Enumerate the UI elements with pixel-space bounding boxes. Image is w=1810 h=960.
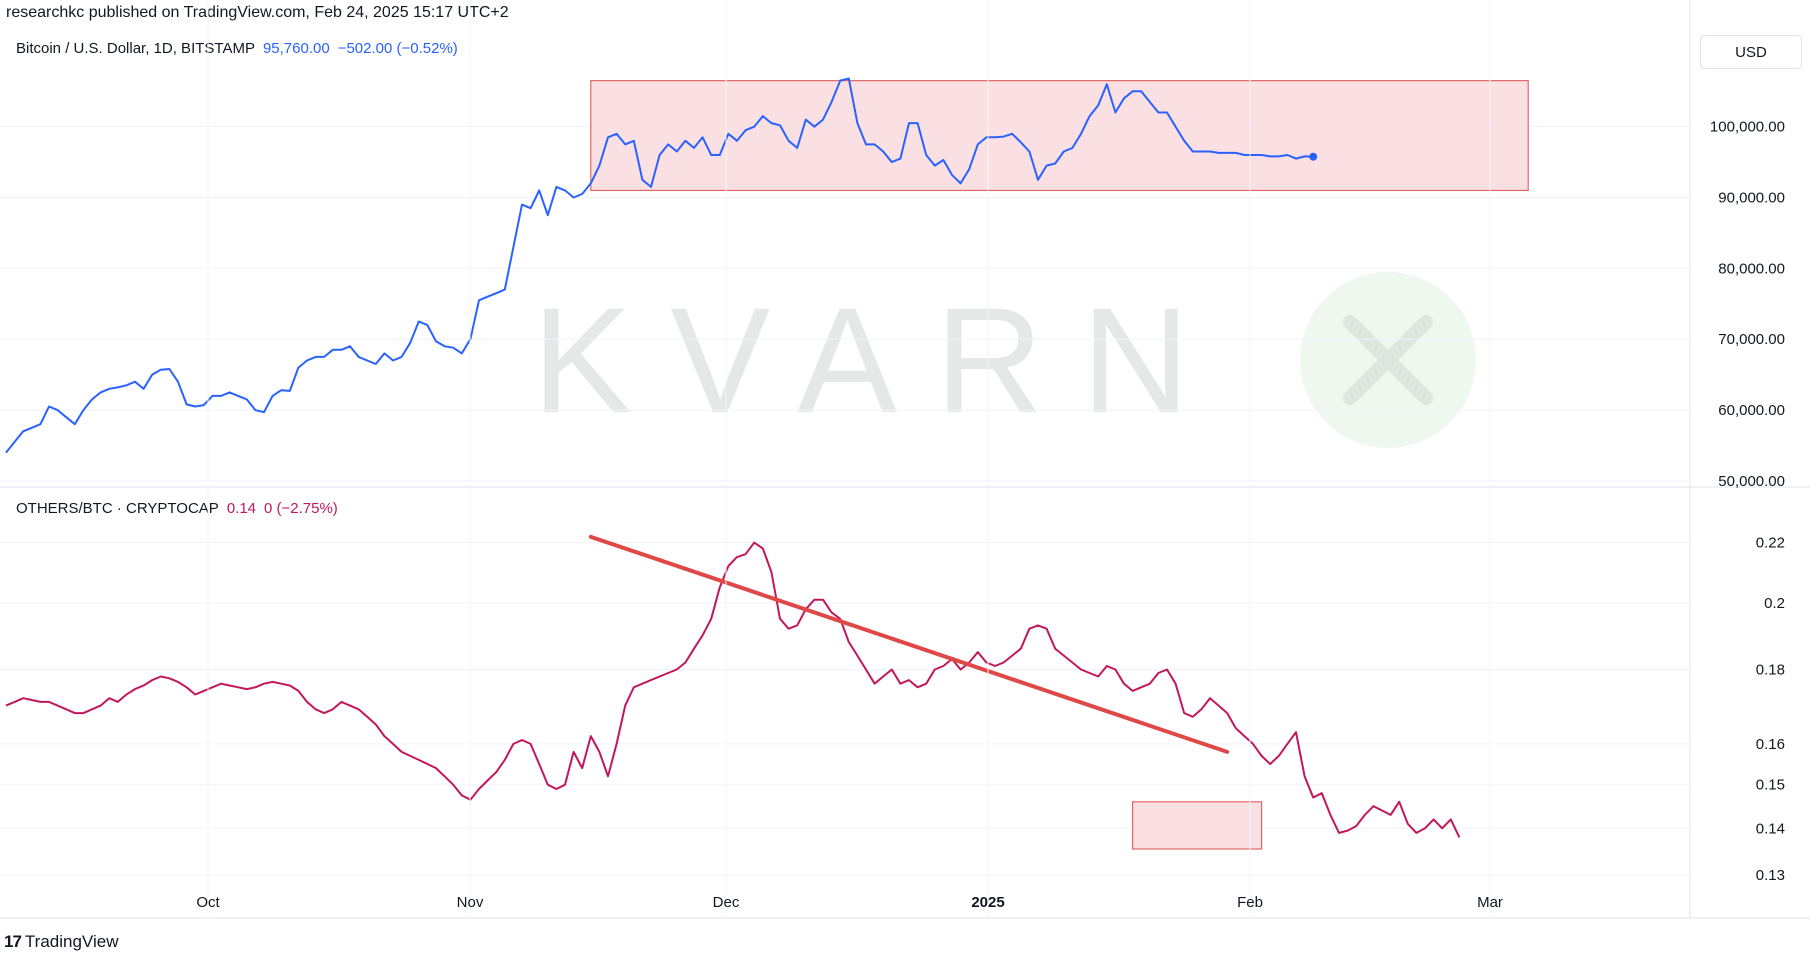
btc-series-line — [5, 77, 1314, 454]
others-y-tick-label: 0.15 — [1756, 777, 1785, 794]
btc-change: −502.00 (−0.52%) — [337, 40, 458, 57]
btc-y-tick-label: 50,000.00 — [1718, 473, 1785, 490]
others-symbol[interactable]: OTHERS/BTC · CRYPTOCAP — [16, 500, 219, 517]
x-tick-label: Feb — [1237, 894, 1263, 911]
watermark-text: KVARN — [532, 276, 1228, 444]
tradingview-logo-icon: 17 — [4, 932, 22, 951]
btc-price: 95,760.00 — [262, 40, 330, 57]
btc-y-tick-label: 100,000.00 — [1710, 119, 1785, 136]
others-y-tick-label: 0.14 — [1756, 820, 1785, 837]
others-price: 0.14 — [226, 500, 257, 517]
btc-y-tick-label: 60,000.00 — [1718, 402, 1785, 419]
tradingview-footer[interactable]: 17 TradingView — [4, 932, 118, 952]
others-y-tick-label: 0.2 — [1764, 595, 1785, 612]
x-tick-label: Nov — [457, 894, 484, 911]
others-y-tick-label: 0.13 — [1756, 867, 1785, 884]
others-highlight-box — [1131, 801, 1263, 850]
others-y-tick-label: 0.18 — [1756, 661, 1785, 678]
others-legend: OTHERS/BTC · CRYPTOCAP 0.14 0 (−2.75%) — [16, 500, 346, 517]
btc-y-tick-label: 80,000.00 — [1718, 260, 1785, 277]
others-y-tick-label: 0.22 — [1756, 535, 1785, 552]
btc-last-price-dot — [1309, 152, 1318, 161]
publish-info: researchkc published on TradingView.com,… — [6, 4, 509, 21]
btc-legend: Bitcoin / U.S. Dollar, 1D, BITSTAMP 95,76… — [16, 40, 466, 57]
footer-brand: TradingView — [24, 932, 119, 951]
others-trend-line — [588, 534, 1230, 754]
others-change: 0 (−2.75%) — [264, 500, 338, 517]
x-tick-label: Dec — [713, 894, 740, 911]
others-series-line — [5, 541, 1461, 838]
others-y-tick-label: 0.16 — [1756, 736, 1785, 753]
btc-symbol[interactable]: Bitcoin / U.S. Dollar, 1D, BITSTAMP — [16, 40, 255, 57]
currency-button[interactable]: USD — [1700, 35, 1802, 69]
x-tick-label: Mar — [1477, 894, 1503, 911]
btc-highlight-box — [590, 80, 1529, 192]
x-tick-label: 2025 — [971, 894, 1004, 911]
x-tick-label: Oct — [196, 894, 220, 911]
btc-y-tick-label: 90,000.00 — [1718, 190, 1785, 207]
watermark-x-icon — [1343, 315, 1433, 405]
btc-y-tick-label: 70,000.00 — [1718, 331, 1785, 348]
